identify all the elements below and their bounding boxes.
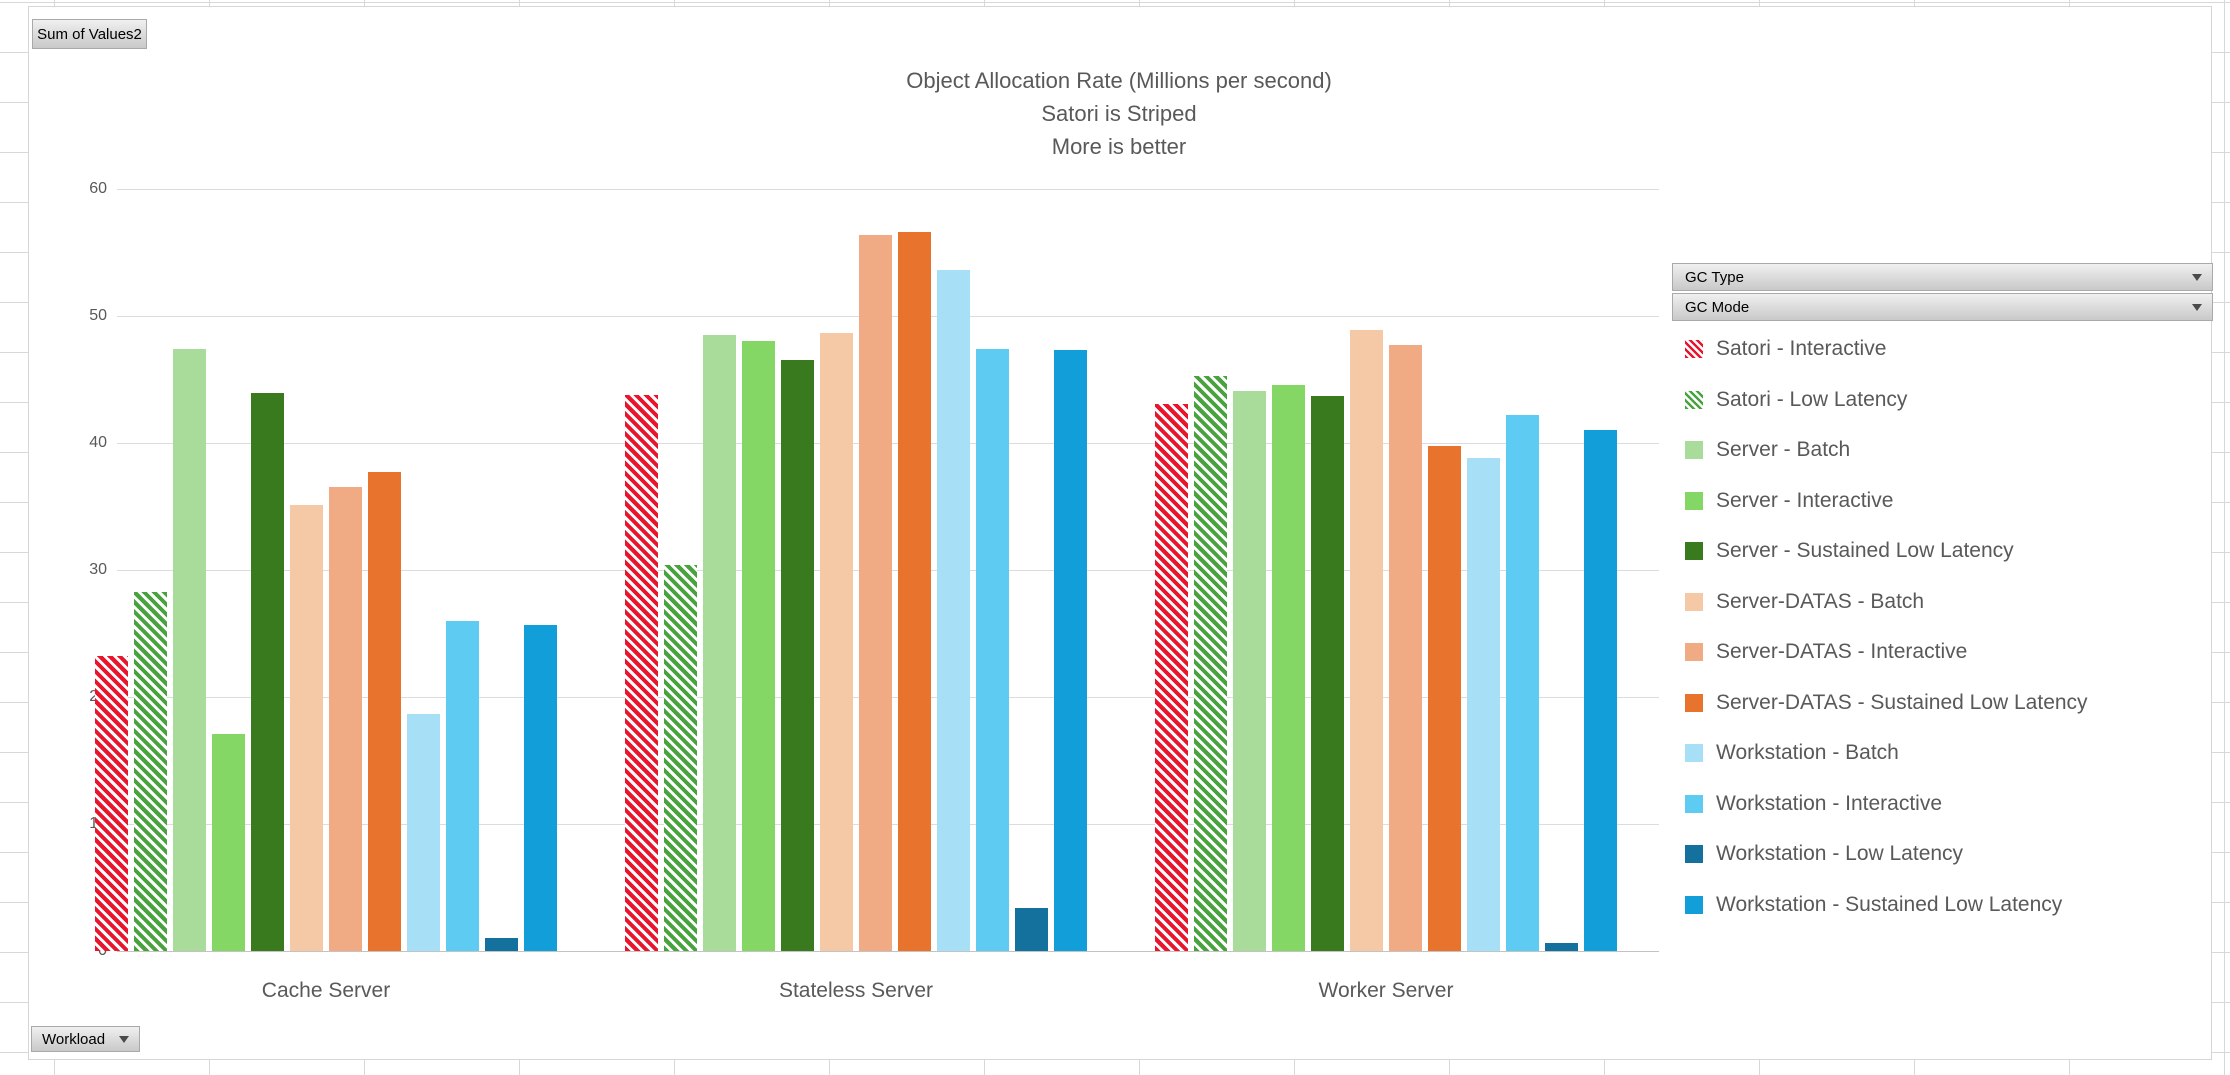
legend-label: Server - Sustained Low Latency: [1716, 539, 2014, 563]
legend-item-server-datas-sustained-low-latency[interactable]: Server-DATAS - Sustained Low Latency: [1672, 678, 2230, 729]
bar-workstation-batch-cache-server[interactable]: [407, 714, 440, 951]
bar-satori-interactive-worker-server[interactable]: [1155, 404, 1188, 951]
legend-label: Server-DATAS - Interactive: [1716, 640, 1968, 664]
dropdown-arrow-icon: [2192, 273, 2202, 281]
legend-swatch: [1685, 491, 1703, 510]
y-axis-tick-label: 50: [89, 307, 107, 324]
bar-workstation-sustained-low-latency-cache-server[interactable]: [524, 625, 557, 951]
dropdown-arrow-icon: [119, 1035, 130, 1043]
bar-workstation-low-latency-worker-server[interactable]: [1545, 943, 1578, 951]
chart-title-line-1: Object Allocation Rate (Millions per sec…: [906, 68, 1332, 93]
legend-item-satori-low-latency[interactable]: Satori - Low Latency: [1672, 375, 2230, 426]
pivot-values-button-label: Sum of Values2: [37, 25, 142, 43]
bar-workstation-batch-stateless-server[interactable]: [937, 270, 970, 951]
y-axis-tick-label: 40: [89, 434, 107, 451]
category-label-worker-server: Worker Server: [1318, 979, 1454, 1002]
legend-label: Satori - Low Latency: [1716, 387, 1908, 411]
legend-label: Server-DATAS - Sustained Low Latency: [1716, 690, 2088, 714]
legend-item-server-datas-interactive[interactable]: Server-DATAS - Interactive: [1672, 627, 2230, 678]
legend-item-server-sustained-low-latency[interactable]: Server - Sustained Low Latency: [1672, 526, 2230, 577]
pivot-chart: Sum of Values2 Object Allocation Rate (M…: [28, 6, 2213, 1060]
legend-swatch: [1685, 643, 1703, 662]
legend-item-workstation-batch[interactable]: Workstation - Batch: [1672, 728, 2230, 779]
legend-item-satori-interactive[interactable]: Satori - Interactive: [1672, 324, 2230, 375]
legend-swatch: [1685, 592, 1703, 611]
legend-swatch: [1685, 542, 1703, 561]
legend-item-server-datas-batch[interactable]: Server-DATAS - Batch: [1672, 577, 2230, 628]
bar-server-datas-batch-worker-server[interactable]: [1350, 330, 1383, 951]
bar-server-sustained-low-latency-stateless-server[interactable]: [781, 360, 814, 951]
bar-server-sustained-low-latency-worker-server[interactable]: [1311, 396, 1344, 951]
bar-satori-low-latency-worker-server[interactable]: [1194, 376, 1227, 951]
bar-workstation-low-latency-cache-server[interactable]: [485, 938, 518, 951]
legend-item-server-interactive[interactable]: Server - Interactive: [1672, 476, 2230, 527]
bar-workstation-low-latency-stateless-server[interactable]: [1015, 908, 1048, 951]
bar-satori-interactive-stateless-server[interactable]: [625, 395, 658, 951]
bar-workstation-interactive-cache-server[interactable]: [446, 621, 479, 951]
legend-label: Workstation - Batch: [1716, 741, 1899, 765]
legend-swatch: [1685, 693, 1703, 712]
chart-title-line-2: Satori is Striped: [1041, 101, 1197, 126]
legend-swatch: [1685, 390, 1703, 409]
category-label-cache-server: Cache Server: [261, 979, 391, 1002]
legend-item-workstation-sustained-low-latency[interactable]: Workstation - Sustained Low Latency: [1672, 880, 2230, 931]
legend-item-workstation-low-latency[interactable]: Workstation - Low Latency: [1672, 829, 2230, 880]
legend-label: Workstation - Interactive: [1716, 791, 1943, 815]
gridline: [117, 189, 1659, 190]
legend-item-server-batch[interactable]: Server - Batch: [1672, 425, 2230, 476]
bar-workstation-interactive-worker-server[interactable]: [1506, 415, 1539, 951]
legend-label: Server - Batch: [1716, 438, 1851, 462]
gc-type-button-label: GC Type: [1685, 268, 1744, 286]
legend-swatch: [1685, 794, 1703, 813]
y-axis-tick-label: 30: [89, 561, 107, 578]
bar-server-interactive-stateless-server[interactable]: [742, 341, 775, 951]
bar-satori-interactive-cache-server[interactable]: [95, 656, 128, 951]
pivot-legend-button-gc-mode[interactable]: GC Mode: [1672, 293, 2213, 321]
legend-swatch: [1685, 845, 1703, 864]
pivot-axis-button[interactable]: Workload: [31, 1026, 141, 1052]
bar-server-batch-cache-server[interactable]: [173, 349, 206, 951]
bar-workstation-sustained-low-latency-stateless-server[interactable]: [1054, 350, 1087, 951]
legend-label: Workstation - Low Latency: [1716, 842, 1964, 866]
legend-label: Server-DATAS - Batch: [1716, 589, 1925, 613]
category-label-stateless-server: Stateless Server: [778, 979, 934, 1002]
bar-satori-low-latency-cache-server[interactable]: [134, 592, 167, 951]
legend-swatch: [1685, 895, 1703, 914]
bar-workstation-batch-worker-server[interactable]: [1467, 458, 1500, 951]
y-axis-tick-label: 60: [89, 180, 107, 197]
bar-workstation-sustained-low-latency-worker-server[interactable]: [1584, 430, 1617, 951]
legend-label: Workstation - Sustained Low Latency: [1716, 892, 2063, 916]
bar-server-sustained-low-latency-cache-server[interactable]: [251, 393, 284, 951]
legend-label: Satori - Interactive: [1716, 337, 1887, 361]
bar-server-batch-stateless-server[interactable]: [703, 335, 736, 951]
bar-server-datas-interactive-worker-server[interactable]: [1389, 345, 1422, 951]
chart-title: Object Allocation Rate (Millions per sec…: [619, 64, 1619, 163]
legend-swatch: [1685, 340, 1703, 359]
bar-server-datas-batch-stateless-server[interactable]: [820, 333, 853, 951]
bar-server-datas-sustained-low-latency-cache-server[interactable]: [368, 472, 401, 951]
legend-item-workstation-interactive[interactable]: Workstation - Interactive: [1672, 779, 2230, 830]
bar-server-datas-batch-cache-server[interactable]: [290, 505, 323, 951]
bar-workstation-interactive-stateless-server[interactable]: [976, 349, 1009, 951]
bar-server-batch-worker-server[interactable]: [1233, 391, 1266, 951]
x-axis-line: [117, 951, 1659, 952]
pivot-values-button[interactable]: Sum of Values2: [32, 19, 147, 49]
pivot-axis-button-label: Workload: [42, 1030, 106, 1048]
chart-legend: Satori - Interactive Satori - Low Latency…: [1672, 324, 2230, 930]
legend-label: Server - Interactive: [1716, 488, 1894, 512]
bar-server-interactive-cache-server[interactable]: [212, 734, 245, 951]
bar-server-datas-sustained-low-latency-stateless-server[interactable]: [898, 232, 931, 951]
bar-server-datas-interactive-stateless-server[interactable]: [859, 235, 892, 951]
gc-mode-button-label: GC Mode: [1685, 298, 1750, 316]
legend-swatch: [1685, 744, 1703, 763]
chart-title-line-3: More is better: [1051, 134, 1187, 159]
pivot-legend-button-gc-type[interactable]: GC Type: [1672, 263, 2213, 291]
bar-server-datas-interactive-cache-server[interactable]: [329, 487, 362, 951]
bar-server-interactive-worker-server[interactable]: [1272, 385, 1305, 951]
dropdown-arrow-icon: [2192, 303, 2202, 311]
legend-swatch: [1685, 441, 1703, 460]
bar-satori-low-latency-stateless-server[interactable]: [664, 565, 697, 951]
bar-server-datas-sustained-low-latency-worker-server[interactable]: [1428, 446, 1461, 951]
